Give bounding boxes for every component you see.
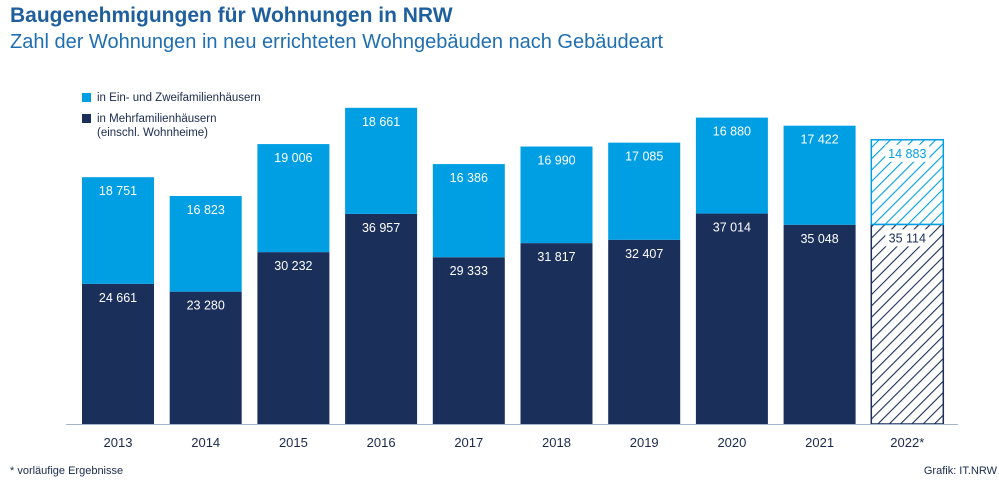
bar-mehrfamilien-2014 — [169, 291, 242, 424]
legend-item-einfamilien: in Ein- und Zweifamilienhäusern — [82, 91, 261, 105]
footnote: * vorläufige Ergebnisse — [10, 465, 124, 477]
bar-mehrfamilien-2015 — [257, 252, 330, 424]
chart-subtitle: Zahl der Wohnungen in neu errichteten Wo… — [10, 31, 664, 53]
bar-mehrfamilien-2016 — [345, 213, 418, 424]
value-label-mehrfamilien-2015: 30 232 — [274, 259, 312, 273]
value-label-einfamilien-2015: 19 006 — [274, 151, 312, 165]
x-tick-label-2013: 2013 — [104, 435, 133, 450]
x-tick-label-2015: 2015 — [279, 435, 308, 450]
value-label-backing-upper-2022 — [885, 144, 930, 162]
legend-label-mehrfamilien-line2: (einschl. Wohnheime) — [97, 127, 209, 139]
x-tick-label-2016: 2016 — [367, 435, 396, 450]
bar-mehrfamilien-2022 — [870, 223, 945, 425]
value-label-mehrfamilien-2020: 37 014 — [713, 221, 751, 235]
bar-mehrfamilien-2013 — [82, 283, 154, 424]
legend-swatch-einfamilien — [82, 93, 91, 102]
bar-mehrfamilien-2021 — [783, 224, 856, 424]
x-tick-label-2018: 2018 — [542, 435, 571, 450]
legend-swatch-mehrfamilien — [82, 114, 91, 123]
value-label-einfamilien-2021: 17 422 — [800, 133, 838, 147]
value-label-mehrfamilien-2021: 35 048 — [800, 232, 838, 246]
chart-title: Baugenehmigungen für Wohnungen in NRW — [10, 4, 453, 27]
value-label-einfamilien-2022: 14 883 — [888, 147, 926, 161]
value-label-einfamilien-2018: 16 990 — [537, 154, 575, 168]
bar-mehrfamilien-2018 — [520, 243, 593, 424]
bar-einfamilien-2013 — [82, 177, 154, 284]
source-credit: Grafik: IT.NRW — [923, 465, 997, 477]
legend-label-mehrfamilien: in Mehrfamilienhäusern (einschl. Wohnhei… — [97, 112, 217, 140]
value-label-einfamilien-2016: 18 661 — [362, 115, 400, 129]
bar-einfamilien-2021 — [783, 125, 856, 225]
bar-einfamilien-2016 — [345, 107, 418, 214]
value-label-einfamilien-2014: 16 823 — [187, 203, 225, 217]
x-tick-label-2020: 2020 — [717, 435, 746, 450]
value-label-einfamilien-2020: 16 880 — [713, 125, 751, 139]
x-tick-label-2022: 2022* — [890, 435, 924, 450]
value-label-mehrfamilien-2019: 32 407 — [625, 247, 663, 261]
bar-mehrfamilien-2017 — [432, 257, 505, 424]
value-label-einfamilien-2017: 16 386 — [450, 171, 488, 185]
value-label-mehrfamilien-2013: 24 661 — [99, 291, 137, 305]
bar-einfamilien-2020 — [695, 117, 768, 214]
value-label-einfamilien-2019: 17 085 — [625, 150, 663, 164]
value-label-mehrfamilien-2016: 36 957 — [362, 221, 400, 235]
value-label-einfamilien-2013: 18 751 — [99, 184, 137, 198]
value-label-mehrfamilien-2022: 35 114 — [889, 231, 926, 245]
value-label-backing-2022 — [885, 229, 930, 247]
value-label-mehrfamilien-2017: 29 333 — [450, 264, 488, 278]
value-label-mehrfamilien-2018: 31 817 — [537, 250, 575, 264]
legend-label-mehrfamilien-line1: in Mehrfamilienhäusern — [97, 113, 217, 125]
bar-einfamilien-2015 — [257, 144, 330, 253]
bar-mehrfamilien-2020 — [695, 213, 768, 424]
x-tick-label-2019: 2019 — [630, 435, 659, 450]
legend-label-einfamilien: in Ein- und Zweifamilienhäusern — [97, 92, 261, 104]
x-tick-label-2021: 2021 — [805, 435, 834, 450]
bar-mehrfamilien-2019 — [608, 239, 681, 424]
bar-einfamilien-2014 — [169, 196, 242, 292]
x-tick-label-2017: 2017 — [454, 435, 483, 450]
bar-einfamilien-2019 — [608, 142, 681, 240]
legend-item-mehrfamilien: in Mehrfamilienhäusern (einschl. Wohnhei… — [82, 112, 261, 140]
bar-einfamilien-2017 — [432, 164, 505, 258]
x-tick-label-2014: 2014 — [191, 435, 220, 450]
bar-einfamilien-2018 — [520, 146, 593, 244]
chart-legend: in Ein- und Zweifamilienhäusern in Mehrf… — [82, 91, 261, 147]
value-label-mehrfamilien-2014: 23 280 — [187, 299, 225, 313]
